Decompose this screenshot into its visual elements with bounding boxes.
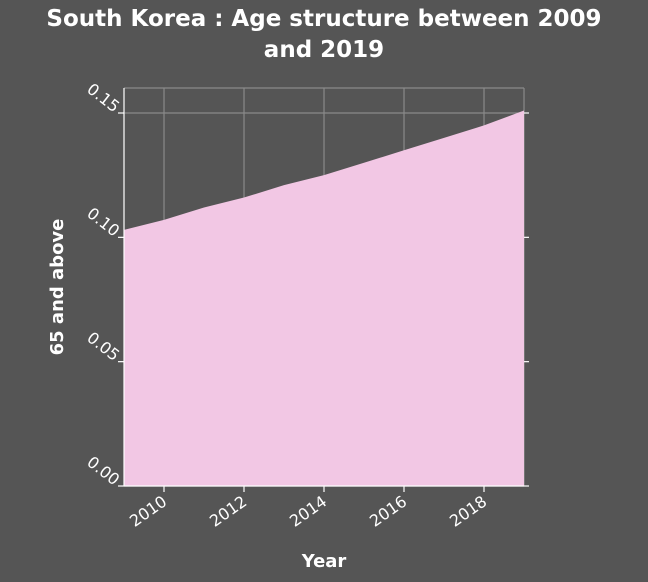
x-axis-label: Year bbox=[301, 551, 347, 572]
area-series bbox=[124, 110, 524, 486]
chart-title-line-1: South Korea : Age structure between 2009 bbox=[46, 6, 602, 32]
x-tick-label: 2014 bbox=[286, 492, 330, 531]
x-tick-label: 2018 bbox=[446, 492, 490, 531]
y-tick-label: 0.10 bbox=[83, 204, 123, 241]
x-tick-label: 2016 bbox=[366, 492, 410, 531]
chart-title-line-2: and 2019 bbox=[263, 37, 385, 63]
y-axis-label: 65 and above bbox=[47, 219, 68, 356]
chart-title: South Korea : Age structure between 2009… bbox=[0, 4, 648, 66]
y-tick-label: 0.15 bbox=[83, 79, 123, 116]
y-tick-label: 0.05 bbox=[83, 328, 123, 365]
x-tick-label: 2012 bbox=[206, 492, 250, 531]
x-tick-label: 2010 bbox=[126, 492, 170, 531]
y-tick-label: 0.00 bbox=[83, 452, 123, 489]
